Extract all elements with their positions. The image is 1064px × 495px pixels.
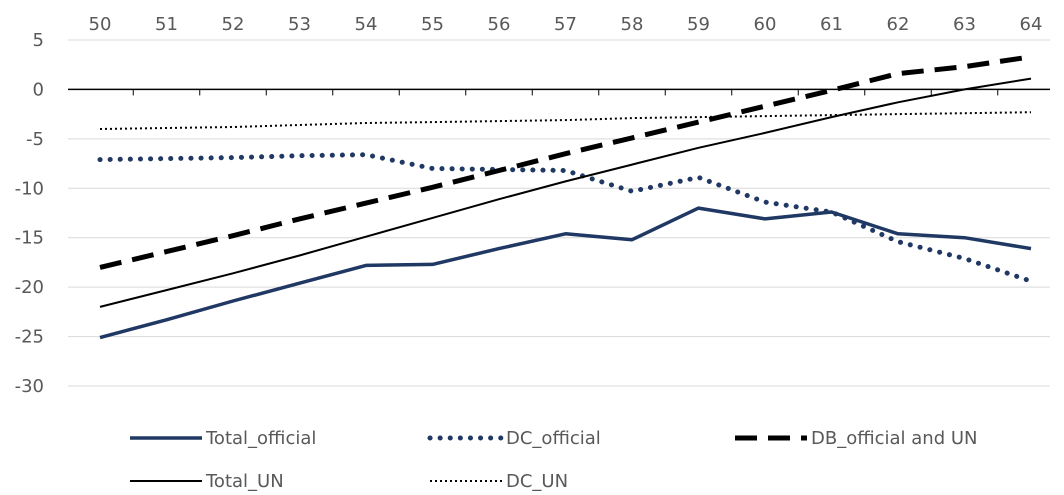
legend: Total_official DC_official DB_official and… xyxy=(130,428,978,492)
gridlines xyxy=(68,39,1050,387)
series-line-2 xyxy=(97,152,1034,284)
x-tick-label: 54 xyxy=(355,14,378,35)
y-tick-label: -5 xyxy=(26,129,44,150)
y-tick-label: -25 xyxy=(15,327,44,348)
legend-item: DC_official xyxy=(427,428,601,449)
x-tick-label: 59 xyxy=(687,14,710,35)
x-tick-label: 55 xyxy=(421,14,444,35)
x-axis xyxy=(68,88,1050,96)
legend-label: DB_official and UN xyxy=(811,428,978,449)
x-tick-label: 58 xyxy=(621,14,644,35)
y-tick-label: -20 xyxy=(15,277,44,298)
x-tick-label: 51 xyxy=(155,14,178,35)
series-line-3 xyxy=(99,54,1032,270)
y-tick-label: 5 xyxy=(33,30,44,51)
legend-label: Total_official xyxy=(205,428,316,449)
y-tick-label: -15 xyxy=(15,228,44,249)
legend-label: DC_UN xyxy=(506,471,568,492)
legend-label: Total_UN xyxy=(205,471,284,492)
legend-item: Total_official xyxy=(130,428,316,449)
legend-item: Total_UN xyxy=(130,471,284,492)
legend-label: DC_official xyxy=(506,428,601,449)
y-tick-label: 0 xyxy=(33,79,44,100)
y-axis-tick-labels: 5 0 -5 -10 -15 -20 -25 -30 xyxy=(15,30,44,397)
series-line-1 xyxy=(99,206,1032,340)
legend-item: DB_official and UN xyxy=(735,428,978,449)
x-tick-label: 63 xyxy=(953,14,976,35)
series-lines xyxy=(97,54,1034,340)
series-line-5 xyxy=(99,111,1032,130)
series-line-4 xyxy=(99,77,1032,308)
legend-item: DC_UN xyxy=(430,471,568,492)
x-tick-label: 61 xyxy=(820,14,843,35)
x-tick-label: 57 xyxy=(554,14,577,35)
x-tick-label: 50 xyxy=(89,14,112,35)
x-tick-label: 56 xyxy=(488,14,511,35)
x-tick-label: 52 xyxy=(222,14,245,35)
x-tick-label: 64 xyxy=(1020,14,1043,35)
y-tick-label: -10 xyxy=(15,178,44,199)
x-tick-label: 62 xyxy=(887,14,910,35)
x-tick-label: 53 xyxy=(288,14,311,35)
y-tick-label: -30 xyxy=(15,376,44,397)
x-tick-label: 60 xyxy=(754,14,777,35)
x-axis-tick-labels: 50 51 52 53 54 55 56 57 58 59 60 61 62 63 64 xyxy=(89,14,1043,35)
